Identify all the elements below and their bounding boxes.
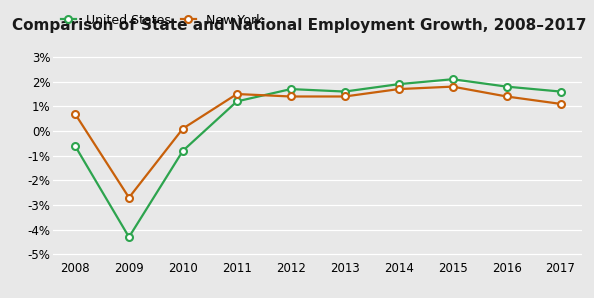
New York: [341, 95, 348, 98]
New York: [449, 85, 456, 89]
Legend: United States, New York: United States, New York: [60, 12, 264, 28]
United States: [71, 144, 78, 148]
United States: [449, 77, 456, 81]
Line: United States: United States: [71, 76, 564, 240]
United States: [395, 82, 402, 86]
New York: [557, 102, 564, 106]
United States: [125, 235, 132, 239]
United States: [503, 85, 510, 89]
New York: [395, 87, 402, 91]
New York: [125, 196, 132, 199]
United States: [341, 90, 348, 93]
New York: [503, 95, 510, 98]
United States: [179, 149, 187, 153]
United States: [233, 100, 241, 103]
New York: [287, 95, 295, 98]
United States: [287, 87, 295, 91]
Line: New York: New York: [71, 83, 564, 201]
New York: [233, 92, 241, 96]
United States: [557, 90, 564, 93]
Text: Comparison of State and National Employment Growth, 2008–2017: Comparison of State and National Employm…: [12, 18, 586, 33]
New York: [71, 112, 78, 116]
New York: [179, 127, 187, 130]
